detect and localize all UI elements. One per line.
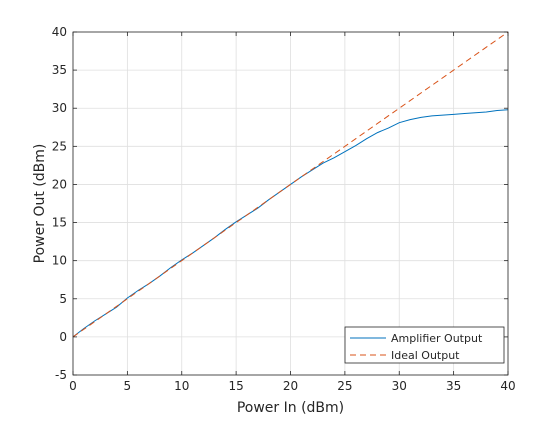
x-axis-label: Power In (dBm) [237, 400, 344, 416]
y-tick-label: 0 [59, 330, 67, 344]
y-tick-label: 35 [52, 63, 67, 77]
x-tick-label: 15 [228, 379, 243, 393]
y-axis-label: Power Out (dBm) [32, 144, 48, 264]
x-tick-label: 5 [124, 379, 132, 393]
x-tick-label: 25 [337, 379, 352, 393]
y-tick-label: 10 [52, 254, 67, 268]
y-tick-label: 30 [52, 101, 67, 115]
legend-label-amplifier: Amplifier Output [391, 332, 483, 345]
legend-box [344, 326, 505, 364]
x-tick-label: 30 [392, 379, 407, 393]
x-tick-label: 40 [500, 379, 515, 393]
y-tick-label: 40 [52, 25, 67, 39]
y-tick-label: 25 [52, 139, 67, 153]
x-tick-label: 0 [69, 379, 77, 393]
y-tick-label: 15 [52, 216, 67, 230]
legend: Amplifier Output Ideal Output [344, 326, 505, 364]
y-tick-label: -5 [55, 368, 67, 382]
series-line-ideal-output [72, 31, 509, 338]
series-layer [72, 31, 509, 338]
x-tick-label: 10 [174, 379, 189, 393]
legend-label-ideal: Ideal Output [391, 349, 460, 362]
y-tick-label: 5 [59, 292, 67, 306]
x-tick-label: 35 [446, 379, 461, 393]
y-tick-label: 20 [52, 177, 67, 191]
x-tick-label: 20 [283, 379, 298, 393]
